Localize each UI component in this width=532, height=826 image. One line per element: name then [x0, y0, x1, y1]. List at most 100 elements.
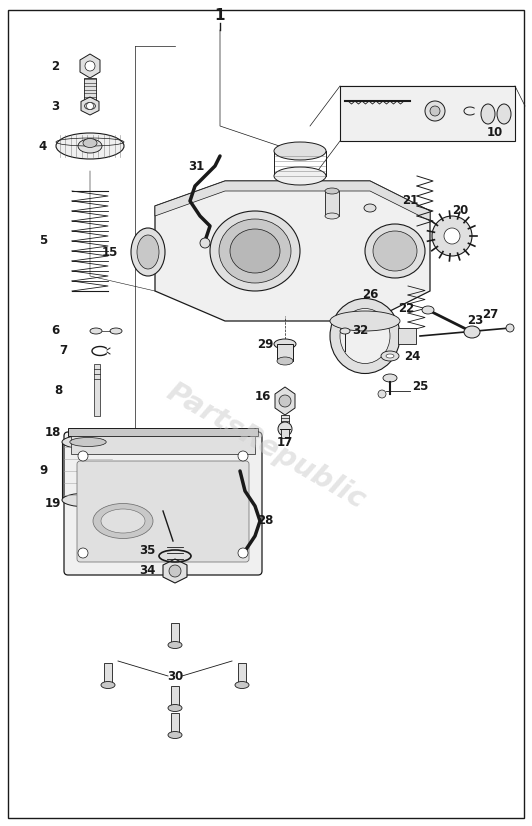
Ellipse shape [210, 211, 300, 291]
Ellipse shape [101, 681, 115, 689]
Ellipse shape [481, 104, 495, 124]
Circle shape [78, 451, 88, 461]
Ellipse shape [230, 229, 280, 273]
Polygon shape [155, 181, 430, 221]
Circle shape [238, 548, 248, 558]
Circle shape [425, 101, 445, 121]
Text: 29: 29 [257, 338, 273, 350]
Ellipse shape [340, 328, 350, 334]
Circle shape [85, 61, 95, 71]
Ellipse shape [330, 298, 400, 373]
Ellipse shape [85, 102, 96, 110]
Text: 27: 27 [482, 307, 498, 320]
Text: 22: 22 [398, 301, 414, 315]
Polygon shape [80, 54, 100, 78]
Circle shape [87, 102, 94, 110]
Bar [277, 344, 293, 361]
FancyBboxPatch shape [77, 461, 249, 562]
Text: 18: 18 [45, 425, 61, 439]
Ellipse shape [78, 139, 102, 153]
Ellipse shape [83, 139, 97, 148]
Text: 35: 35 [139, 544, 155, 558]
Text: 10: 10 [487, 126, 503, 140]
Ellipse shape [274, 339, 296, 349]
Ellipse shape [274, 167, 326, 185]
Ellipse shape [325, 188, 339, 194]
Bar [71, 436, 255, 454]
Bar [171, 686, 179, 708]
Text: 5: 5 [39, 235, 47, 248]
Text: 31: 31 [188, 159, 204, 173]
Polygon shape [275, 387, 295, 415]
Ellipse shape [62, 493, 114, 507]
Ellipse shape [274, 142, 326, 160]
Circle shape [169, 565, 181, 577]
Ellipse shape [365, 224, 425, 278]
Text: 26: 26 [362, 287, 378, 301]
Bar [281, 429, 289, 438]
FancyBboxPatch shape [64, 432, 262, 575]
Text: 15: 15 [102, 245, 118, 259]
Text: 19: 19 [45, 497, 61, 510]
Text: 23: 23 [467, 315, 483, 327]
Ellipse shape [325, 213, 339, 219]
Ellipse shape [373, 231, 417, 271]
Bar [104, 663, 112, 685]
Bar [171, 713, 179, 735]
Bar [84, 78, 96, 101]
Circle shape [238, 451, 248, 461]
Ellipse shape [62, 435, 114, 449]
Text: 3: 3 [51, 99, 59, 112]
Text: 34: 34 [139, 564, 155, 577]
Bar [62, 442, 114, 500]
Ellipse shape [464, 326, 480, 338]
Ellipse shape [219, 219, 291, 283]
Ellipse shape [235, 681, 249, 689]
Ellipse shape [381, 351, 399, 361]
Bar [340, 86, 515, 141]
Circle shape [378, 390, 386, 398]
Text: 24: 24 [404, 349, 420, 363]
Text: 9: 9 [39, 464, 47, 477]
Polygon shape [163, 559, 187, 583]
Text: 17: 17 [277, 436, 293, 449]
Polygon shape [81, 97, 99, 115]
Ellipse shape [131, 228, 165, 276]
Bar [94, 364, 100, 416]
Circle shape [278, 422, 292, 436]
Ellipse shape [101, 509, 145, 533]
Text: 21: 21 [402, 194, 418, 207]
Bar [238, 663, 246, 685]
Text: 4: 4 [39, 140, 47, 153]
Text: 6: 6 [51, 325, 59, 338]
Text: 1: 1 [215, 8, 225, 23]
Bar [325, 191, 339, 216]
Ellipse shape [277, 357, 293, 365]
Text: PartsRepublic: PartsRepublic [162, 377, 370, 515]
Text: 16: 16 [255, 390, 271, 402]
Ellipse shape [497, 104, 511, 124]
Ellipse shape [137, 235, 159, 269]
Ellipse shape [56, 133, 124, 159]
Bar [171, 623, 179, 645]
Ellipse shape [168, 705, 182, 711]
Circle shape [506, 324, 514, 332]
Text: 30: 30 [167, 670, 183, 682]
Text: 25: 25 [412, 379, 428, 392]
Circle shape [78, 548, 88, 558]
Circle shape [430, 106, 440, 116]
Text: 8: 8 [54, 383, 62, 396]
Ellipse shape [168, 642, 182, 648]
Text: 28: 28 [257, 515, 273, 528]
Ellipse shape [330, 311, 400, 331]
Ellipse shape [386, 354, 394, 358]
Ellipse shape [383, 374, 397, 382]
Circle shape [444, 228, 460, 244]
Text: 2: 2 [51, 59, 59, 73]
Bar [281, 415, 289, 425]
Bar [398, 328, 416, 344]
Ellipse shape [364, 204, 376, 212]
Bar [114, 464, 122, 476]
Circle shape [279, 395, 291, 407]
Text: 32: 32 [352, 325, 368, 338]
